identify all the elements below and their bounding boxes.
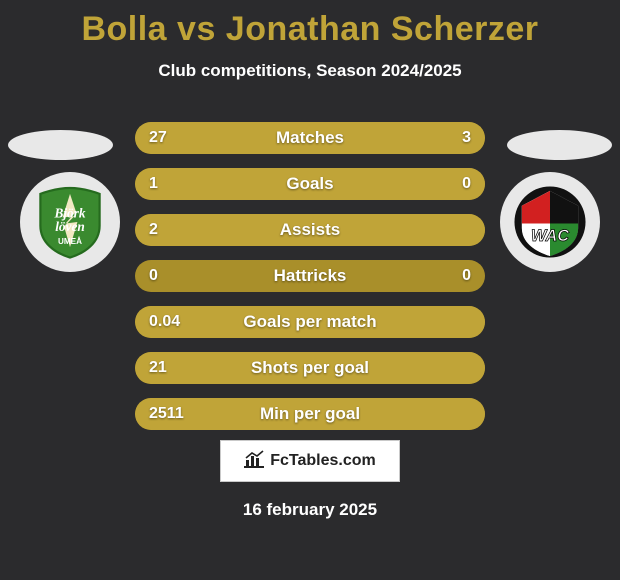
stat-label: Matches <box>135 122 485 154</box>
player-right-ellipse <box>507 130 612 160</box>
player-left-ellipse <box>8 130 113 160</box>
footer-date: 16 february 2025 <box>0 500 620 520</box>
shield-icon: WAC <box>513 185 587 259</box>
svg-text:löven: löven <box>55 219 85 234</box>
stat-value-right: 0 <box>462 168 471 200</box>
stat-value-right: 0 <box>462 260 471 292</box>
stat-row: 2511Min per goal <box>135 398 485 430</box>
site-label: FcTables.com <box>270 452 376 470</box>
stat-label: Assists <box>135 214 485 246</box>
site-badge[interactable]: FcTables.com <box>220 440 400 482</box>
stat-label: Shots per goal <box>135 352 485 384</box>
svg-text:WAC: WAC <box>531 227 569 245</box>
stat-label: Goals per match <box>135 306 485 338</box>
club-badge-left: Björk löven UMEÅ <box>20 172 120 272</box>
stat-row: 0Hattricks0 <box>135 260 485 292</box>
page-title: Bolla vs Jonathan Scherzer <box>0 0 620 49</box>
stat-row: 0.04Goals per match <box>135 306 485 338</box>
stat-row: 1Goals0 <box>135 168 485 200</box>
stat-label: Min per goal <box>135 398 485 430</box>
subtitle: Club competitions, Season 2024/2025 <box>0 61 620 81</box>
stat-row: 21Shots per goal <box>135 352 485 384</box>
stat-label: Goals <box>135 168 485 200</box>
stat-value-right: 3 <box>462 122 471 154</box>
chart-icon <box>244 450 264 473</box>
stat-label: Hattricks <box>135 260 485 292</box>
stats-container: 27Matches31Goals02Assists0Hattricks00.04… <box>135 122 485 444</box>
club-badge-right: WAC <box>500 172 600 272</box>
shield-icon: Björk löven UMEÅ <box>33 185 107 259</box>
stat-row: 2Assists <box>135 214 485 246</box>
svg-text:UMEÅ: UMEÅ <box>58 236 82 246</box>
stat-row: 27Matches3 <box>135 122 485 154</box>
